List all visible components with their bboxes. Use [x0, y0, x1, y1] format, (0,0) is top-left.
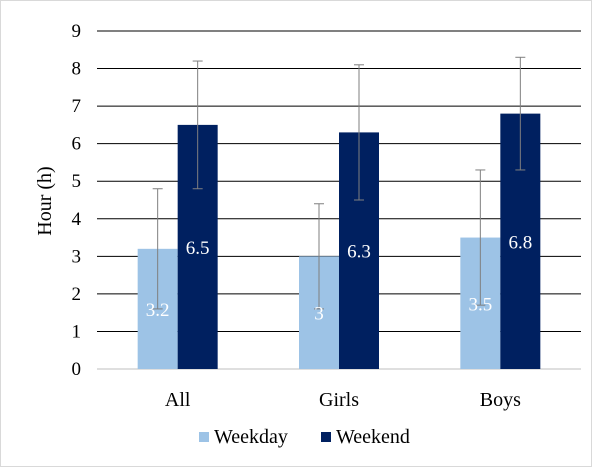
data-labels: 3.2 6.5 3 6.3 3.5 6.8 [146, 232, 532, 324]
y-tick-label: 5 [72, 171, 82, 192]
data-label: 6.8 [508, 232, 532, 253]
legend-label-weekday: Weekday [214, 426, 288, 448]
data-label: 6.5 [186, 238, 210, 259]
y-tick-label: 2 [72, 284, 82, 305]
y-tick-label: 8 [72, 59, 82, 80]
x-category-label: Girls [319, 389, 359, 411]
x-category-label: All [165, 389, 191, 411]
y-axis-label: Hour (h) [34, 166, 56, 235]
y-tick-label: 0 [72, 359, 82, 380]
y-tick-label: 9 [72, 21, 82, 42]
legend: Weekday Weekend [199, 426, 410, 448]
legend-label-weekend: Weekend [336, 426, 410, 448]
x-category-label: Boys [480, 389, 521, 411]
legend-swatch-weekday [199, 432, 209, 442]
legend-swatch-weekend [321, 432, 331, 442]
y-tick-label: 6 [72, 134, 82, 155]
y-tick-label: 1 [72, 321, 82, 342]
x-axis-categories: All Girls Boys [165, 389, 521, 411]
data-label: 3 [314, 304, 324, 325]
error-bars [152, 56, 526, 310]
y-tick-label: 4 [72, 209, 82, 230]
data-label: 3.2 [146, 300, 170, 321]
data-label: 6.3 [347, 242, 371, 263]
y-tick-label: 7 [72, 96, 82, 117]
data-label: 3.5 [468, 294, 492, 315]
y-tick-label: 3 [72, 246, 82, 267]
y-axis-ticks: 0 1 2 3 4 5 6 7 8 9 [72, 21, 82, 380]
